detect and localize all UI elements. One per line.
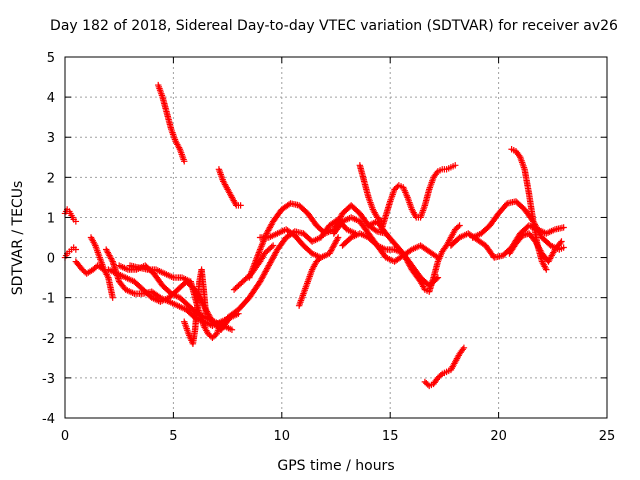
- data-point: [460, 344, 468, 352]
- data-point: [560, 244, 567, 251]
- series-layer: [61, 81, 567, 390]
- x-tick-label: 20: [490, 429, 507, 444]
- axis-layer: 0 5 10 15 20 25 -4 -3 -2 -1 0 1 2 3 4 5: [42, 51, 615, 444]
- data-point: [515, 152, 523, 159]
- data-point: [109, 294, 116, 301]
- x-tick-label: 15: [382, 429, 399, 444]
- data-point: [202, 310, 210, 317]
- series-arc-j: [155, 81, 188, 165]
- series-arc-u: [365, 218, 463, 295]
- y-tick-label: -2: [42, 332, 55, 347]
- x-tick-label: 5: [169, 429, 177, 444]
- plot-frame: [64, 56, 608, 419]
- y-tick-label: -1: [42, 292, 55, 307]
- y-axis-label: SDTVAR / TECUs: [10, 181, 26, 296]
- data-point: [72, 218, 80, 225]
- chart-title: Day 182 of 2018, Sidereal Day-to-day VTE…: [50, 18, 618, 34]
- data-point: [558, 238, 565, 245]
- y-tick-label: 2: [47, 171, 55, 186]
- x-tick-label: 10: [274, 429, 291, 444]
- x-tick-label: 0: [61, 429, 69, 444]
- data-point: [557, 239, 564, 247]
- x-axis-label: GPS time / hours: [277, 458, 394, 474]
- y-tick-label: 4: [47, 91, 55, 106]
- data-point: [217, 318, 225, 325]
- series-arc-m: [224, 216, 359, 321]
- series-arc-k: [215, 166, 244, 209]
- data-point: [181, 158, 188, 165]
- series-arc-s: [356, 162, 385, 225]
- series-arc-v: [421, 344, 468, 390]
- data-point: [72, 246, 80, 253]
- series-arc-y: [508, 146, 550, 273]
- series-arc-d: [87, 234, 116, 301]
- y-tick-label: -4: [42, 412, 55, 427]
- data-point: [560, 224, 567, 231]
- data-point: [268, 243, 275, 251]
- data-point: [316, 255, 323, 263]
- x-tick-label: 25: [599, 429, 616, 444]
- y-tick-label: 3: [47, 131, 55, 146]
- y-tick-label: 0: [47, 252, 55, 267]
- data-point: [108, 256, 116, 264]
- data-point: [454, 223, 462, 231]
- data-point: [452, 162, 459, 169]
- data-point: [334, 235, 341, 243]
- data-point: [317, 254, 325, 261]
- series-arc-t: [378, 162, 459, 233]
- data-point: [543, 266, 550, 273]
- data-point: [456, 222, 463, 229]
- series-arc-i: [181, 266, 210, 347]
- y-tick-label: -3: [42, 372, 55, 387]
- data-point: [334, 234, 342, 241]
- data-point: [459, 346, 467, 353]
- data-point: [372, 227, 379, 234]
- data-point: [433, 169, 441, 177]
- data-point: [269, 242, 277, 249]
- series-arc-z: [506, 230, 565, 265]
- series-arc-n: [246, 200, 390, 281]
- y-tick-label: 1: [47, 211, 55, 226]
- data-point: [228, 326, 236, 333]
- y-tick-label: 5: [47, 51, 55, 66]
- series-arc-p: [295, 254, 325, 309]
- data-point: [437, 372, 444, 379]
- data-point: [237, 202, 244, 209]
